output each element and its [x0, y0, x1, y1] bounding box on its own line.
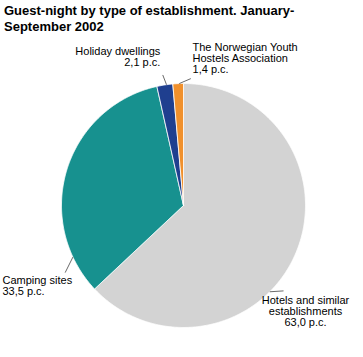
svg-text:Holiday dwellings2,1 p.c.: Holiday dwellings2,1 p.c. [75, 45, 160, 68]
svg-text:Camping sites33,5 p.c.: Camping sites33,5 p.c. [2, 274, 72, 297]
svg-text:The Norwegian YouthHostels Ass: The Norwegian YouthHostels Association1,… [193, 41, 298, 75]
svg-text:Hotels and similarestablishmen: Hotels and similarestablishments63,0 p.c… [262, 294, 350, 328]
html-text:Guest-night by type of establi: Guest-night by type of establishment. Ja… [4, 3, 295, 34]
